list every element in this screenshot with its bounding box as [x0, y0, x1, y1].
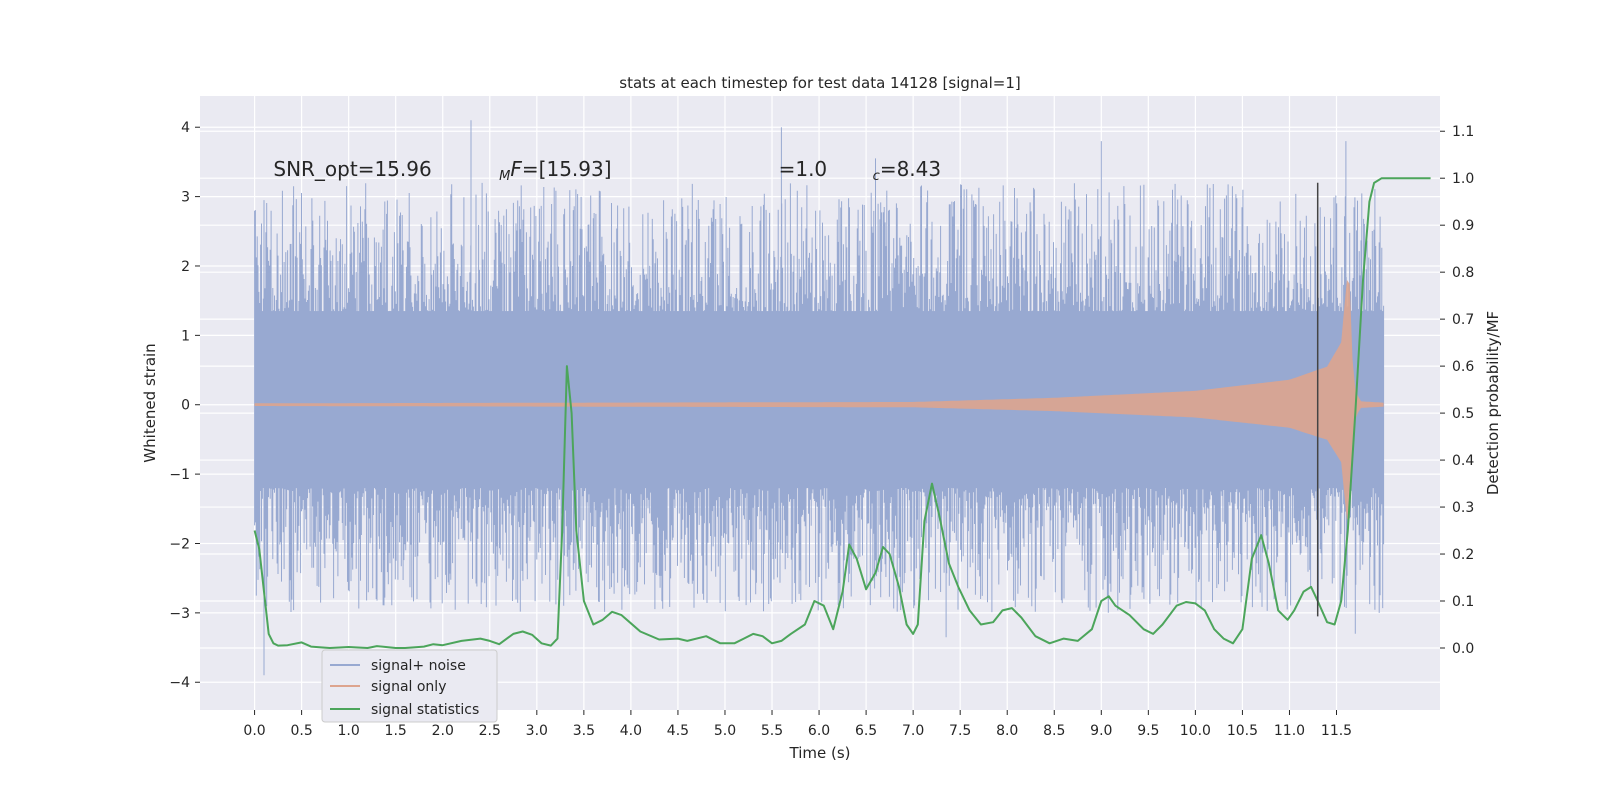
y2-tick-label: 0.6: [1452, 359, 1474, 375]
y2-tick-label: 0.9: [1452, 218, 1474, 234]
y2-tick-label: 0.8: [1452, 265, 1474, 281]
annotations: SNR_opt=15.96 SNRMF=[15.93] S=1.0 Mc=8.43: [273, 157, 941, 184]
y-tick-label: 3: [181, 190, 190, 206]
x-tick-label: 9.0: [1090, 723, 1112, 739]
x-tick-label: 2.5: [479, 723, 501, 739]
y-tick-label: 0: [181, 398, 190, 414]
legend: signal+ noise signal only signal statist…: [321, 649, 498, 723]
y2-tick-label: 0.7: [1452, 312, 1474, 328]
x-tick-label: 0.5: [290, 723, 312, 739]
x-axis-label: Time (s): [789, 744, 851, 762]
series-signal-statistics: [253, 177, 1431, 649]
chart-title: stats at each timestep for test data 141…: [619, 74, 1020, 92]
x-tick-label: 5.0: [714, 723, 736, 739]
y-tick-label: −2: [169, 536, 190, 552]
y-tick-label: −1: [169, 467, 190, 483]
y-axis-ticks: −4 −3 −2 −1 0 1 2 3 4: [169, 120, 200, 691]
x-tick-label: 3.5: [573, 723, 595, 739]
x-tick-label: 8.0: [996, 723, 1018, 739]
x-tick-label: 9.5: [1137, 723, 1159, 739]
signal-statistics-line: [253, 177, 1431, 649]
signal-envelope: [254, 279, 1384, 520]
y-tick-label: 2: [181, 259, 190, 275]
x-tick-label: 11.5: [1321, 723, 1352, 739]
x-tick-label: 2.0: [432, 723, 454, 739]
x-tick-label: 5.5: [761, 723, 783, 739]
y-tick-label: −4: [169, 675, 190, 691]
x-tick-label: 7.5: [949, 723, 971, 739]
y2-tick-label: 0.4: [1452, 453, 1474, 469]
y2-tick-label: 0.0: [1452, 641, 1474, 657]
legend-label-signal-only: signal only: [371, 679, 446, 695]
x-axis-ticks: 0.0 0.5 1.0 1.5 2.0 2.5 3.0 3.5 4.0 4.5 5.0 5.5 6.0 6…: [243, 710, 1352, 739]
annotation-text: SNR_opt=15.96: [273, 157, 431, 181]
legend-label-signal-statistics: signal statistics: [371, 702, 479, 718]
y-tick-label: 4: [181, 120, 190, 136]
series-signal-only: [254, 279, 1384, 520]
x-tick-label: 6.5: [855, 723, 877, 739]
x-tick-label: 10.0: [1180, 723, 1211, 739]
y2-tick-label: 1.0: [1452, 171, 1474, 187]
x-tick-label: 6.0: [808, 723, 830, 739]
y2-axis-ticks: 0.0 0.1 0.2 0.3 0.4 0.5 0.6 0.7 0.8 0.9 1.0 1.1: [1440, 124, 1474, 657]
legend-label-signal-plus-noise: signal+ noise: [371, 658, 466, 674]
y2-tick-label: 0.3: [1452, 500, 1474, 516]
y-tick-label: −3: [169, 606, 190, 622]
y2-axis-label: Detection probability/MF: [1484, 311, 1502, 495]
x-tick-label: 1.5: [385, 723, 407, 739]
annotation-text: Mc=8.43: [873, 157, 941, 184]
x-tick-label: 11.0: [1274, 723, 1305, 739]
x-tick-label: 0.0: [243, 723, 265, 739]
x-tick-label: 4.0: [620, 723, 642, 739]
y2-tick-label: 0.1: [1452, 594, 1474, 610]
annotation-text: SNRMF=[15.93]: [499, 157, 611, 184]
x-tick-label: 7.0: [902, 723, 924, 739]
y2-tick-label: 0.5: [1452, 406, 1474, 422]
x-tick-label: 8.5: [1043, 723, 1065, 739]
annotation-text: S=1.0: [779, 157, 828, 181]
y2-tick-label: 0.2: [1452, 547, 1474, 563]
y-axis-label: Whitened strain: [141, 343, 159, 462]
legend-box: [321, 649, 498, 723]
x-tick-label: 3.0: [526, 723, 548, 739]
y-tick-label: 1: [181, 328, 190, 344]
x-tick-label: 10.5: [1227, 723, 1258, 739]
x-tick-label: 4.5: [667, 723, 689, 739]
x-tick-label: 1.0: [338, 723, 360, 739]
y2-tick-label: 1.1: [1452, 124, 1474, 140]
